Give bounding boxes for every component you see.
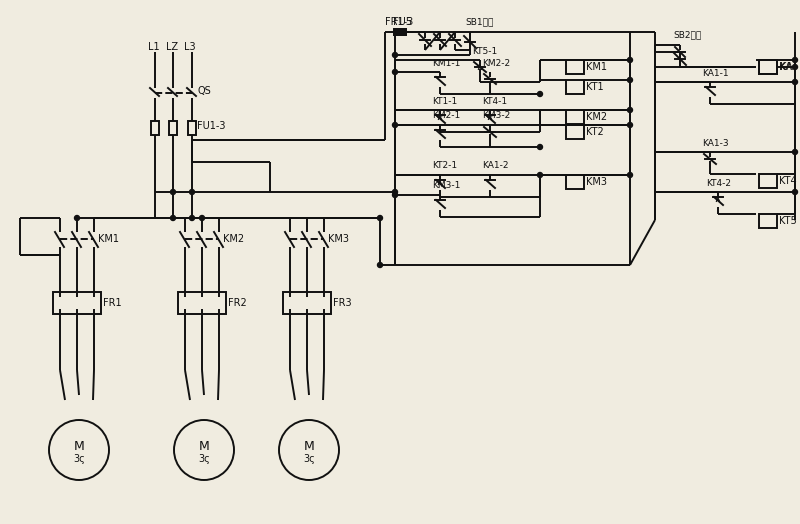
Text: 3ς: 3ς bbox=[303, 454, 315, 464]
Bar bbox=[566, 110, 584, 124]
Text: KA1-2: KA1-2 bbox=[482, 161, 509, 170]
Text: LZ: LZ bbox=[166, 42, 178, 52]
Circle shape bbox=[378, 215, 382, 221]
Text: KT5: KT5 bbox=[779, 216, 797, 226]
Text: KT4-2: KT4-2 bbox=[706, 179, 731, 188]
Circle shape bbox=[627, 172, 633, 178]
Text: KT1: KT1 bbox=[586, 82, 604, 92]
Circle shape bbox=[190, 190, 194, 194]
Text: KA1-1: KA1-1 bbox=[702, 69, 729, 78]
Text: KM2-1: KM2-1 bbox=[432, 112, 460, 121]
Text: KT1-1: KT1-1 bbox=[432, 96, 458, 105]
Text: KT5-1: KT5-1 bbox=[472, 48, 498, 57]
Bar bbox=[178, 292, 226, 314]
Text: KM2-2: KM2-2 bbox=[482, 59, 510, 68]
Bar bbox=[188, 121, 196, 135]
Bar bbox=[566, 125, 584, 139]
Text: KA: KA bbox=[779, 62, 792, 72]
Text: KT2: KT2 bbox=[586, 127, 604, 137]
Text: KT4: KT4 bbox=[779, 176, 797, 186]
Bar bbox=[151, 121, 159, 135]
Bar bbox=[283, 292, 331, 314]
Text: KA1-3: KA1-3 bbox=[702, 138, 729, 147]
Circle shape bbox=[393, 192, 398, 198]
Circle shape bbox=[793, 149, 798, 155]
Circle shape bbox=[393, 190, 398, 194]
Circle shape bbox=[627, 107, 633, 113]
Text: KM3: KM3 bbox=[328, 234, 349, 244]
Text: FR1: FR1 bbox=[103, 298, 122, 308]
Circle shape bbox=[793, 64, 798, 70]
Circle shape bbox=[199, 215, 205, 221]
Circle shape bbox=[378, 263, 382, 267]
Text: M: M bbox=[304, 440, 314, 453]
Bar bbox=[759, 60, 777, 74]
Bar bbox=[566, 175, 584, 189]
Text: L1: L1 bbox=[148, 42, 160, 52]
Circle shape bbox=[627, 78, 633, 82]
Circle shape bbox=[190, 215, 194, 221]
Circle shape bbox=[538, 92, 542, 96]
Text: FR3: FR3 bbox=[333, 298, 352, 308]
Text: KA: KA bbox=[780, 62, 793, 72]
Text: KM3-2: KM3-2 bbox=[482, 112, 510, 121]
Text: KM3: KM3 bbox=[586, 177, 607, 187]
Text: L3: L3 bbox=[184, 42, 196, 52]
Text: KM1: KM1 bbox=[98, 234, 119, 244]
Text: KM2: KM2 bbox=[586, 112, 607, 122]
Circle shape bbox=[538, 172, 542, 178]
Circle shape bbox=[793, 80, 798, 84]
Text: KT4-1: KT4-1 bbox=[482, 96, 507, 105]
Bar bbox=[759, 214, 777, 228]
Circle shape bbox=[170, 215, 175, 221]
Circle shape bbox=[793, 58, 798, 62]
Circle shape bbox=[793, 190, 798, 194]
Circle shape bbox=[393, 123, 398, 127]
Circle shape bbox=[170, 190, 175, 194]
Text: SB1启动: SB1启动 bbox=[465, 17, 494, 27]
Text: QS: QS bbox=[197, 86, 210, 96]
Text: KM2: KM2 bbox=[223, 234, 244, 244]
Text: SB2停止: SB2停止 bbox=[673, 30, 702, 39]
Text: KM1-1: KM1-1 bbox=[432, 59, 460, 68]
Text: M: M bbox=[198, 440, 210, 453]
Bar bbox=[169, 121, 177, 135]
Text: FU1-3: FU1-3 bbox=[197, 121, 226, 131]
Circle shape bbox=[393, 70, 398, 74]
Circle shape bbox=[627, 123, 633, 127]
Text: FR2: FR2 bbox=[228, 298, 246, 308]
Circle shape bbox=[627, 58, 633, 62]
Bar bbox=[53, 292, 101, 314]
Bar bbox=[566, 80, 584, 94]
Circle shape bbox=[393, 52, 398, 58]
Bar bbox=[566, 60, 584, 74]
Text: FR1-3: FR1-3 bbox=[385, 17, 414, 27]
Circle shape bbox=[538, 145, 542, 149]
Text: 3ς: 3ς bbox=[198, 454, 210, 464]
Text: KM3-1: KM3-1 bbox=[432, 181, 460, 191]
Text: FU5: FU5 bbox=[393, 17, 412, 27]
Text: 3ς: 3ς bbox=[73, 454, 85, 464]
Text: KM1: KM1 bbox=[586, 62, 607, 72]
Bar bbox=[759, 174, 777, 188]
Text: KT2-1: KT2-1 bbox=[432, 161, 457, 170]
Circle shape bbox=[74, 215, 79, 221]
Bar bbox=[393, 28, 407, 36]
Bar bbox=[759, 60, 777, 74]
Text: M: M bbox=[74, 440, 84, 453]
